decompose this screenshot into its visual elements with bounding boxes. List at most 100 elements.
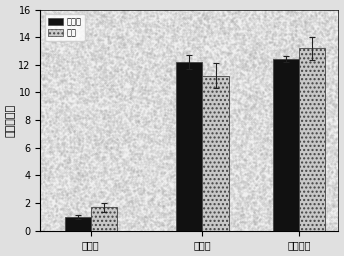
Point (311, 79, 317, 83)
Point (85, 87, 91, 91)
Point (237, 190, 243, 194)
Point (175, 102, 181, 106)
Point (183, 79, 189, 83)
Point (84, 76, 89, 80)
Point (83, 76, 88, 80)
Point (250, 89, 255, 93)
Point (166, 102, 172, 106)
Point (301, 166, 306, 170)
Point (57, 179, 63, 184)
Point (290, 118, 295, 122)
Point (264, 189, 269, 194)
Point (50, 111, 56, 115)
Point (140, 134, 146, 138)
Point (49, 89, 54, 93)
Point (84, 205, 89, 209)
Point (316, 134, 322, 138)
Point (57, 168, 62, 172)
Point (100, 46, 106, 50)
Point (234, 164, 240, 168)
Point (305, 130, 311, 134)
Point (127, 78, 133, 82)
Point (141, 66, 147, 70)
Point (240, 88, 245, 92)
Point (233, 83, 238, 88)
Point (78, 120, 84, 124)
Point (271, 208, 276, 212)
Point (76, 38, 81, 42)
Point (290, 20, 295, 25)
Point (122, 102, 128, 106)
Point (295, 37, 301, 41)
Point (281, 137, 287, 141)
Point (74, 15, 79, 19)
Point (128, 89, 134, 93)
Point (311, 39, 316, 43)
Point (315, 54, 321, 58)
Point (137, 89, 142, 93)
Point (134, 90, 139, 94)
Point (338, 52, 344, 57)
Point (43, 186, 49, 190)
Point (109, 138, 115, 142)
Point (105, 37, 111, 41)
Point (59, 43, 64, 47)
Point (288, 143, 293, 147)
Point (312, 103, 318, 108)
Point (145, 20, 150, 24)
Point (51, 87, 56, 91)
Point (174, 193, 180, 197)
Point (124, 70, 129, 74)
Point (327, 87, 333, 91)
Point (71, 176, 77, 180)
Point (208, 159, 213, 163)
Point (307, 110, 313, 114)
Point (23, 227, 29, 231)
Point (299, 9, 305, 13)
Point (153, 89, 159, 93)
Point (339, 172, 344, 176)
Point (88, 127, 94, 131)
Point (233, 15, 238, 19)
Point (74, 196, 79, 200)
Point (290, 173, 295, 177)
Point (79, 87, 84, 91)
Point (311, 102, 316, 106)
Point (138, 145, 143, 149)
Point (254, 146, 260, 151)
Point (111, 28, 117, 32)
Point (215, 128, 221, 132)
Point (277, 133, 282, 137)
Point (221, 64, 227, 68)
Point (213, 190, 219, 194)
Point (316, 20, 321, 25)
Point (182, 174, 187, 178)
Point (168, 114, 173, 118)
Point (87, 86, 92, 90)
Point (36, 26, 41, 30)
Point (204, 82, 209, 87)
Point (31, 113, 36, 118)
Point (209, 185, 214, 189)
Point (168, 11, 174, 15)
Point (264, 73, 269, 78)
Point (95, 69, 101, 73)
Point (90, 116, 96, 120)
Point (139, 199, 144, 203)
Point (26, 174, 32, 178)
Point (218, 204, 224, 208)
Point (132, 174, 137, 178)
Point (112, 181, 118, 185)
Point (239, 11, 245, 15)
Point (332, 112, 337, 116)
Point (116, 79, 121, 83)
Point (81, 158, 86, 162)
Point (105, 60, 111, 64)
Point (125, 54, 131, 58)
Point (249, 71, 255, 75)
Point (196, 12, 201, 16)
Point (272, 101, 278, 105)
Point (103, 146, 109, 150)
Point (104, 201, 109, 205)
Point (161, 199, 166, 203)
